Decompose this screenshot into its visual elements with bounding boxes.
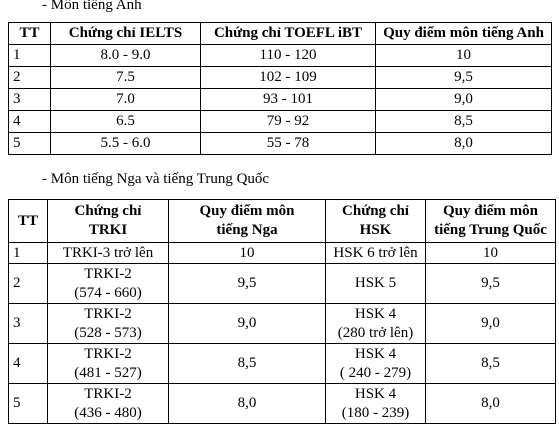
cell-line: HSK [359,222,392,238]
table-cell: 79 - 92 [200,110,376,133]
table-cell: 5 [8,383,48,424]
cell-line: (574 - 660) [74,284,142,301]
header-row: TT Chứng chỉ TRKI Quy điểm môn tiếng Nga Chứn… [8,199,556,243]
table-row: 5 5.5 - 6.0 55 - 78 8,0 [8,132,552,155]
table-row: 3 TRKI-2 (528 - 573) 9,0 HSK 4 (280 trở lên) 9… [8,303,556,344]
table-cell: 7.5 [50,66,201,89]
header-cell: Chứng chỉ TRKI [47,199,169,243]
table-cell: 102 - 109 [200,66,376,89]
table-cell: HSK 4 ( 240 - 279) [325,343,426,384]
section-title: - Môn tiếng Nga và tiếng Trung Quốc [42,171,270,187]
table-cell: 9,5 [168,263,326,304]
table-cell: 93 - 101 [200,88,376,111]
table-cell: 8,0 [168,383,326,424]
table-cell: 10 [168,242,326,264]
table-cell: 8,0 [425,383,556,424]
table-cell: 7.0 [50,88,201,111]
table-cell: 9,5 [425,263,556,304]
table-cell: HSK 4 (280 trở lên) [325,303,426,344]
cell-line: tiếng Trung Quốc [434,222,547,238]
header-cell: TT [8,199,48,243]
table-row: 1 8.0 - 9.0 110 - 120 10 [8,44,552,67]
cell-line: TRKI-2 [84,345,132,362]
header-cell: Chứng chỉ IELTS [50,22,201,45]
table-cell: TRKI-2 (574 - 660) [47,263,169,304]
table-cell: 110 - 120 [200,44,376,67]
table-cell: HSK 4 (180 - 239) [325,383,426,424]
table-row: 1 TRKI-3 trở lên 10 HSK 6 trở lên 10 [8,242,556,264]
table-cell: HSK 6 trở lên [325,242,426,264]
table-row: 2 7.5 102 - 109 9,5 [8,66,552,89]
table-cell: 2 [8,66,51,89]
table-row: 2 TRKI-2 (574 - 660) 9,5 HSK 5 9,5 [8,263,556,304]
table-cell: TRKI-3 trở lên [47,242,169,264]
russian-chinese-table: TT Chứng chỉ TRKI Quy điểm môn tiếng Nga Chứn… [8,199,556,424]
cell-line: Chứng chỉ [74,203,142,219]
table-cell: 1 [8,44,51,67]
table-cell: 55 - 78 [200,132,376,155]
table-cell: 8,5 [168,343,326,384]
table-cell: 8,0 [375,132,552,155]
cell-line: tiếng Nga [216,222,278,238]
cell-line: (436 - 480) [74,404,142,421]
table-row: 4 TRKI-2 (481 - 527) 8,5 HSK 4 ( 240 - 279) 8,… [8,343,556,384]
english-table: TT Chứng chỉ IELTS Chứng chỉ TOEFL iBT Quy … [8,22,552,155]
cell-line: HSK 4 [354,305,397,322]
header-cell: Quy điểm môn tiếng Anh [375,22,552,45]
table-cell: TRKI-2 (481 - 527) [47,343,169,384]
table-cell: 10 [375,44,552,67]
header-cell: TT [8,22,51,45]
table-cell: 2 [8,263,48,304]
cell-line: TRKI [88,222,128,238]
cell-line: HSK 4 [354,345,397,362]
table-cell: 4 [8,343,48,384]
cell-line: TRKI-2 [84,305,132,322]
cell-line: HSK 4 [354,385,397,402]
table-cell: 9,0 [425,303,556,344]
header-row: TT Chứng chỉ IELTS Chứng chỉ TOEFL iBT Quy … [8,22,552,45]
table-cell: 9,0 [375,88,552,111]
table-cell: 10 [425,242,556,264]
table-cell: 8,5 [425,343,556,384]
cell-line: (180 - 239) [341,404,410,421]
table-cell: 9,5 [375,66,552,89]
table-row: 4 6.5 79 - 92 8,5 [8,110,552,133]
header-cell: Chứng chỉ TOEFL iBT [200,22,376,45]
table-cell: 4 [8,110,51,133]
header-cell: Chứng chỉ HSK [325,199,426,243]
cell-line: (481 - 527) [74,364,142,381]
cell-line: TRKI-2 [84,385,132,402]
table-cell: 8,5 [375,110,552,133]
table-row: 5 TRKI-2 (436 - 480) 8,0 HSK 4 (180 - 239) 8,0 [8,383,556,424]
table-cell: 3 [8,303,48,344]
header-cell: Quy điểm môn tiếng Trung Quốc [425,199,556,243]
cell-line: Quy điểm môn [199,203,295,219]
table-cell: 8.0 - 9.0 [50,44,201,67]
cell-line: Chứng chỉ [342,203,409,219]
table-cell: 6.5 [50,110,201,133]
table-cell: HSK 5 [325,263,426,304]
table-row: 3 7.0 93 - 101 9,0 [8,88,552,111]
table-cell: TRKI-2 (528 - 573) [47,303,169,344]
table-cell: 9,0 [168,303,326,344]
table-cell: 3 [8,88,51,111]
header-cell: Quy điểm môn tiếng Nga [168,199,326,243]
cell-line: TRKI-2 [84,265,132,282]
section-title: - Môn tiếng Anh [42,0,142,13]
cell-line: (280 trở lên) [337,324,414,341]
table-cell: 5 [8,132,51,155]
table-cell: 1 [8,242,48,264]
cell-line: (528 - 573) [74,324,142,341]
table-cell: TRKI-2 (436 - 480) [47,383,169,424]
table-cell: 5.5 - 6.0 [50,132,201,155]
cell-line: ( 240 - 279) [339,364,412,381]
cell-line: Quy điểm môn [442,203,538,219]
